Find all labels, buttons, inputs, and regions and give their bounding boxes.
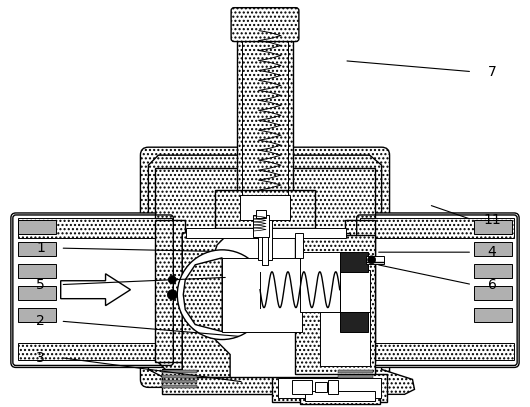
Text: 4: 4 <box>488 245 497 259</box>
Bar <box>474 308 512 322</box>
Polygon shape <box>155 185 200 389</box>
Bar <box>295 235 375 374</box>
Bar <box>262 215 268 265</box>
Bar <box>315 383 327 392</box>
Circle shape <box>167 290 178 300</box>
Bar <box>340 312 368 332</box>
Polygon shape <box>330 185 375 389</box>
Bar <box>340 252 368 272</box>
FancyBboxPatch shape <box>11 213 180 368</box>
Bar <box>182 233 350 377</box>
Bar <box>18 286 56 300</box>
Bar <box>162 381 197 383</box>
Bar <box>240 195 290 220</box>
Bar <box>253 215 269 237</box>
Text: 11: 11 <box>483 213 501 227</box>
Polygon shape <box>148 155 414 394</box>
Bar <box>305 392 375 401</box>
Bar <box>162 370 197 373</box>
Bar <box>258 220 272 260</box>
Bar <box>215 190 315 228</box>
Bar <box>320 312 369 366</box>
Bar <box>338 375 373 379</box>
Text: 2: 2 <box>36 314 45 328</box>
Text: 7: 7 <box>488 65 497 79</box>
Bar <box>18 218 172 238</box>
Bar <box>474 242 512 256</box>
Bar <box>360 343 514 361</box>
Text: 1: 1 <box>36 241 45 255</box>
Bar <box>474 286 512 300</box>
Bar <box>18 343 172 361</box>
FancyBboxPatch shape <box>140 147 390 387</box>
Bar <box>256 210 266 218</box>
Bar <box>295 233 303 258</box>
FancyBboxPatch shape <box>355 213 519 368</box>
Bar <box>222 258 302 332</box>
Bar <box>18 308 56 322</box>
Bar <box>155 168 375 233</box>
Bar <box>18 242 56 256</box>
Circle shape <box>178 250 267 339</box>
Bar <box>328 381 338 394</box>
Bar <box>237 15 293 220</box>
Polygon shape <box>183 258 222 332</box>
Bar <box>278 379 381 398</box>
Bar <box>292 381 312 394</box>
Bar <box>361 225 511 355</box>
Bar <box>162 385 197 388</box>
Bar <box>170 232 361 366</box>
Bar <box>21 225 170 355</box>
Circle shape <box>368 256 376 264</box>
Text: 3: 3 <box>36 351 45 365</box>
Bar <box>186 228 346 238</box>
Bar <box>338 370 373 373</box>
Circle shape <box>169 276 176 284</box>
Bar <box>474 264 512 278</box>
Bar <box>242 15 288 220</box>
Bar <box>338 385 373 388</box>
FancyBboxPatch shape <box>231 8 299 42</box>
Bar <box>272 374 386 402</box>
Bar <box>155 220 186 363</box>
Bar <box>338 381 373 383</box>
Bar <box>18 264 56 278</box>
Text: 6: 6 <box>488 278 497 292</box>
Polygon shape <box>182 232 230 377</box>
Bar <box>366 256 384 264</box>
Bar <box>162 375 197 379</box>
Bar <box>360 218 514 238</box>
Bar <box>300 389 379 404</box>
Bar <box>162 370 375 394</box>
Bar <box>18 220 56 234</box>
FancyArrow shape <box>61 274 130 306</box>
Bar <box>16 218 180 363</box>
Text: 5: 5 <box>36 278 45 292</box>
Bar <box>300 252 344 312</box>
Bar <box>344 220 375 363</box>
Bar <box>474 220 512 234</box>
Bar <box>340 270 369 312</box>
